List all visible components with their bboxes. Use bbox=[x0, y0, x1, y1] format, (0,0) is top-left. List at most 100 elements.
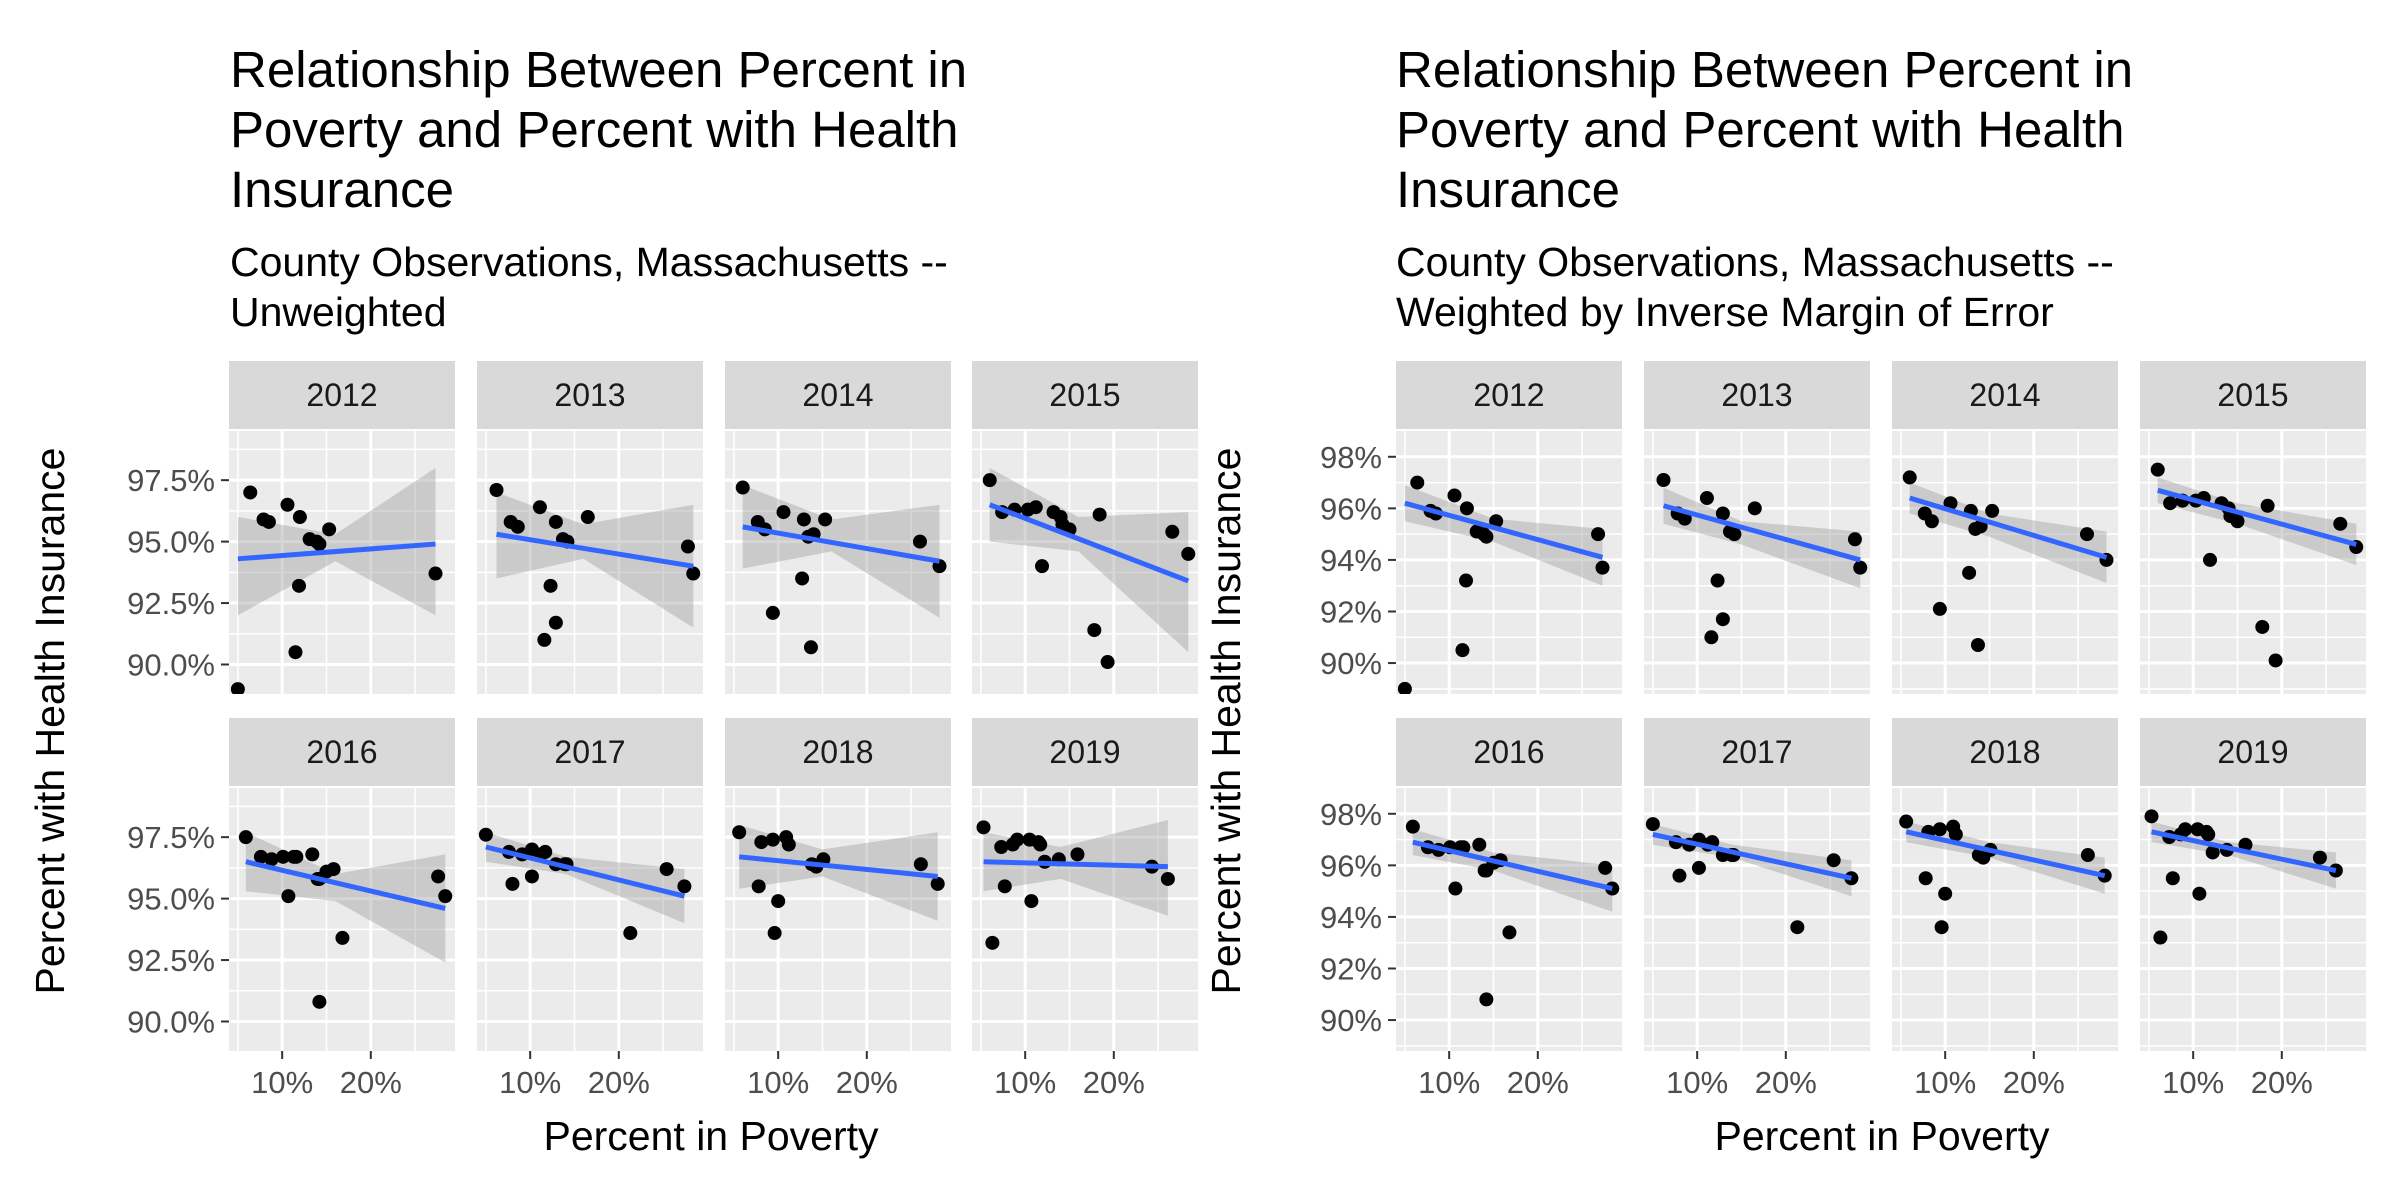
facet-label: 2019 bbox=[2217, 734, 2288, 770]
data-point bbox=[1672, 868, 1687, 883]
panel-background bbox=[229, 788, 455, 1051]
data-point bbox=[1459, 501, 1474, 516]
data-point bbox=[1899, 814, 1914, 829]
facet-label: 2015 bbox=[1049, 377, 1120, 413]
data-point bbox=[2192, 886, 2207, 901]
x-tick-label: 10% bbox=[2162, 1065, 2224, 1100]
data-point bbox=[1699, 491, 1714, 506]
data-point bbox=[2255, 619, 2270, 634]
facet-strip bbox=[725, 718, 951, 786]
data-point bbox=[1479, 992, 1494, 1007]
data-point bbox=[1985, 503, 2000, 518]
data-point bbox=[2260, 498, 2275, 513]
data-point bbox=[288, 645, 303, 660]
y-tick-label: 95.0% bbox=[127, 525, 215, 560]
data-point bbox=[438, 889, 453, 904]
facet-strip bbox=[972, 361, 1198, 429]
x-axis-title: Percent in Poverty bbox=[544, 1113, 879, 1159]
data-point bbox=[1727, 527, 1742, 542]
data-point bbox=[1595, 560, 1610, 575]
facet-strip bbox=[1644, 718, 1870, 786]
data-point bbox=[1410, 475, 1425, 490]
data-point bbox=[2203, 552, 2218, 567]
facet-label: 2016 bbox=[1473, 734, 1544, 770]
facet-label: 2017 bbox=[554, 734, 625, 770]
data-point bbox=[2178, 822, 2193, 837]
data-point bbox=[428, 566, 443, 581]
data-point bbox=[1656, 472, 1671, 487]
facet-label: 2018 bbox=[1969, 734, 2040, 770]
y-tick-label: 90% bbox=[1320, 1003, 1382, 1038]
regression-line bbox=[1662, 503, 1861, 563]
facet-strip bbox=[229, 718, 455, 786]
regression-line bbox=[1909, 495, 2108, 560]
data-point bbox=[431, 869, 446, 884]
data-point bbox=[537, 632, 552, 647]
data-point bbox=[767, 926, 782, 941]
x-tick-label: 10% bbox=[251, 1065, 313, 1100]
data-point bbox=[1932, 822, 1947, 837]
data-point bbox=[238, 830, 253, 845]
data-point bbox=[751, 879, 766, 894]
data-points bbox=[230, 485, 443, 694]
data-point bbox=[1472, 837, 1487, 852]
data-point bbox=[1645, 817, 1660, 832]
data-point bbox=[524, 869, 539, 884]
data-point bbox=[1181, 546, 1196, 561]
panel-background bbox=[972, 431, 1198, 694]
data-point bbox=[1035, 559, 1050, 574]
data-point bbox=[781, 837, 796, 852]
data-point bbox=[659, 862, 674, 877]
data-point bbox=[803, 640, 818, 655]
data-point bbox=[312, 537, 327, 552]
y-tick-label: 95.0% bbox=[127, 882, 215, 917]
facet-2013: 2013 bbox=[1644, 361, 1870, 694]
data-point bbox=[982, 473, 997, 488]
data-point bbox=[985, 935, 1000, 950]
data-point bbox=[1948, 827, 1963, 842]
facet-strip bbox=[1396, 718, 1622, 786]
data-point bbox=[686, 566, 701, 581]
data-points bbox=[489, 482, 701, 647]
data-point bbox=[548, 615, 563, 630]
facet-label: 2013 bbox=[1721, 377, 1792, 413]
confidence-band bbox=[1909, 482, 2107, 584]
data-point bbox=[1459, 573, 1474, 588]
x-tick-label: 10% bbox=[747, 1065, 809, 1100]
data-point bbox=[1932, 601, 1947, 616]
y-tick-label: 96% bbox=[1320, 491, 1382, 526]
data-point bbox=[1598, 860, 1613, 875]
facet-2012: 2012 90.0% 92.5% 95.0% 97.5% bbox=[127, 361, 455, 694]
data-point bbox=[1691, 860, 1706, 875]
left-chart-subtitle: County Observations, Massachusetts -- Un… bbox=[230, 239, 948, 335]
y-tick-label: 97.5% bbox=[127, 820, 215, 855]
facet-label: 2019 bbox=[1049, 734, 1120, 770]
data-point bbox=[795, 571, 810, 586]
data-point bbox=[2079, 527, 2094, 542]
right-chart-title: Relationship Between Percent in Poverty … bbox=[1396, 41, 2134, 218]
x-tick-label: 20% bbox=[1083, 1065, 1145, 1100]
data-point bbox=[1028, 500, 1043, 515]
facet-label: 2017 bbox=[1721, 734, 1792, 770]
y-axis-title: Percent with Health Insurance bbox=[1203, 448, 1249, 995]
facet-2018: 2018 10% 20% bbox=[725, 718, 951, 1100]
data-point bbox=[796, 512, 811, 527]
data-point bbox=[1847, 532, 1862, 547]
data-point bbox=[1710, 573, 1725, 588]
panel-background bbox=[1396, 788, 1622, 1051]
facet-label: 2014 bbox=[802, 377, 873, 413]
panel-background bbox=[1644, 788, 1870, 1051]
y-tick-label: 98% bbox=[1320, 797, 1382, 832]
y-tick-label: 90.0% bbox=[127, 648, 215, 683]
data-point bbox=[1165, 524, 1180, 539]
facet-label: 2018 bbox=[802, 734, 873, 770]
right-chart-subtitle: County Observations, Massachusetts -- We… bbox=[1396, 239, 2114, 335]
panel-background bbox=[1892, 431, 2118, 694]
data-point bbox=[818, 512, 833, 527]
regression-line bbox=[988, 502, 1190, 584]
confidence-band bbox=[2151, 821, 2336, 889]
data-point bbox=[765, 605, 780, 620]
confidence-band bbox=[496, 492, 694, 628]
